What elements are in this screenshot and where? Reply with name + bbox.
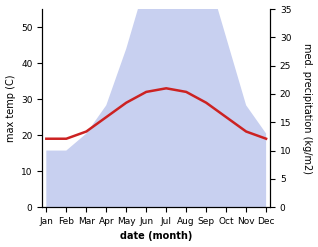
Y-axis label: max temp (C): max temp (C) — [5, 74, 16, 142]
Y-axis label: med. precipitation (kg/m2): med. precipitation (kg/m2) — [302, 43, 313, 174]
X-axis label: date (month): date (month) — [120, 231, 192, 242]
